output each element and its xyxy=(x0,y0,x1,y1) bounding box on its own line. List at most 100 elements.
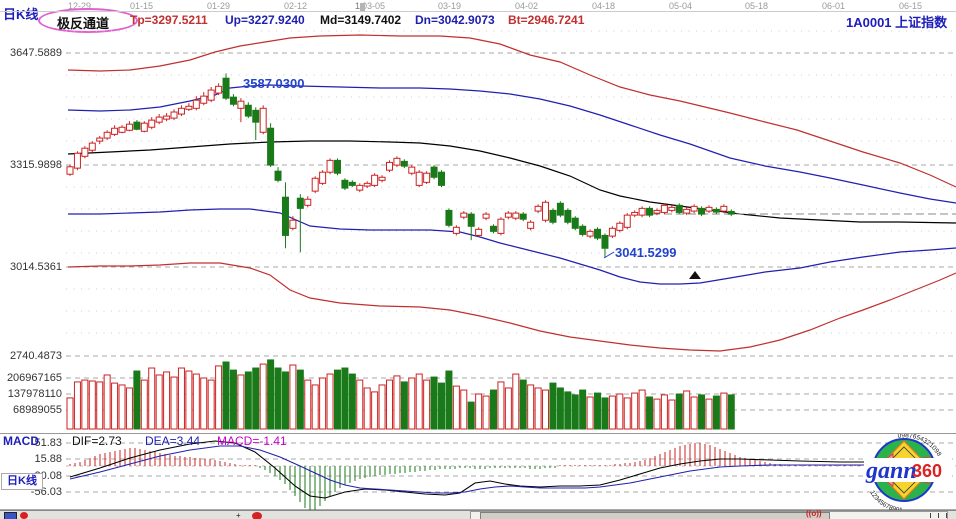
candle-body xyxy=(252,109,260,123)
low-price-annotation: 3041.5299 xyxy=(615,245,677,260)
candle-body xyxy=(244,104,252,117)
antenna-icon[interactable]: ((o)) xyxy=(806,509,822,518)
candle-body xyxy=(163,115,171,120)
candle-body xyxy=(281,196,289,236)
volume-bar xyxy=(497,381,505,430)
candle-body xyxy=(519,213,527,220)
dif-line xyxy=(69,440,945,499)
candle-body xyxy=(289,219,297,229)
volume-bar xyxy=(534,387,542,430)
candle-body xyxy=(356,184,364,191)
volume-bar xyxy=(571,394,579,430)
volume-bar xyxy=(319,377,327,430)
candle-body xyxy=(482,213,490,219)
date-label: 05-18 xyxy=(745,1,769,11)
bt-value: Bt=2946.7241 xyxy=(508,13,585,27)
volume-bar xyxy=(244,371,252,430)
chart-type-title: 日K线 xyxy=(3,7,39,22)
plus-mark-icon: + xyxy=(236,511,241,519)
date-label: 03-05 xyxy=(362,1,386,11)
axis-label: 15.88 xyxy=(34,453,62,465)
volume-bar xyxy=(289,364,297,430)
up-value: Up=3227.9240 xyxy=(225,13,305,27)
volume-bar xyxy=(683,390,691,430)
candle-body xyxy=(408,166,416,174)
candle-body xyxy=(185,105,193,110)
volume-bar xyxy=(423,379,431,430)
horizontal-scrollbar[interactable] xyxy=(470,511,948,519)
volume-bar xyxy=(549,382,557,430)
candle-body xyxy=(103,131,111,139)
volume-bar xyxy=(690,396,698,430)
axis-label: 3315.9898 xyxy=(10,159,62,171)
chart-mode-icon[interactable] xyxy=(4,512,17,519)
volume-bar xyxy=(556,387,564,430)
volume-bar xyxy=(460,389,468,430)
volume-bar xyxy=(341,367,349,430)
triangle-marker xyxy=(689,271,701,279)
cursor-block-icon xyxy=(360,2,366,11)
volume-bar xyxy=(326,373,334,430)
candle-body xyxy=(215,85,223,94)
volume-bar xyxy=(452,385,460,430)
volume-bar xyxy=(445,370,453,430)
record-icon[interactable] xyxy=(20,512,28,519)
candle-body xyxy=(675,204,683,213)
volume-bar xyxy=(646,396,654,430)
candle-body xyxy=(467,213,475,227)
tab-daily-kline[interactable]: 日K线 xyxy=(1,473,43,490)
candle-body xyxy=(155,116,163,123)
scrollbar-thumb[interactable] xyxy=(480,512,830,519)
volume-bar xyxy=(631,392,639,430)
dea-line xyxy=(69,445,945,494)
date-label: 04-18 xyxy=(592,1,616,11)
candle-body xyxy=(445,209,453,226)
volume-bar xyxy=(96,381,104,430)
candle-body xyxy=(125,123,133,131)
volume-bar xyxy=(519,379,527,430)
volume-bar xyxy=(504,387,512,430)
candle-body xyxy=(222,77,230,99)
candle-body xyxy=(705,206,713,212)
volume-bar xyxy=(660,394,668,430)
candle-body xyxy=(616,222,624,231)
candle-body xyxy=(140,122,148,132)
candle-body xyxy=(601,234,609,249)
volume-bar xyxy=(616,393,624,430)
text-cursor: 1 xyxy=(355,1,366,11)
date-label: 06-01 xyxy=(822,1,846,11)
candle-body xyxy=(341,179,349,189)
candle-body xyxy=(438,171,445,186)
channel-mid-line xyxy=(67,140,956,224)
candle-body xyxy=(638,207,646,216)
date-label: 04-02 xyxy=(515,1,539,11)
candle-body xyxy=(267,127,275,166)
volume-bar xyxy=(133,370,141,430)
symbol-name: 1A0001 上证指数 xyxy=(846,15,948,30)
dif-value: DIF=2.73 xyxy=(72,434,122,448)
candle-body xyxy=(229,96,237,105)
marker-icon[interactable] xyxy=(252,512,262,519)
macd-value: MACD=-1.41 xyxy=(217,434,287,448)
candle-body xyxy=(88,142,96,151)
candle-body xyxy=(631,211,639,216)
candle-body xyxy=(534,205,542,212)
volume-bar xyxy=(378,384,386,430)
volume-bar xyxy=(73,381,81,430)
volume-bar xyxy=(252,367,260,430)
channel-top-line xyxy=(67,34,956,188)
candle-body xyxy=(319,171,327,184)
volume-bar xyxy=(385,379,393,430)
axis-label: 137978110 xyxy=(7,388,62,400)
candle-body xyxy=(586,230,594,237)
candle-body xyxy=(148,119,156,128)
volume-bar xyxy=(475,393,483,430)
candle-body xyxy=(192,99,200,109)
candle-body xyxy=(452,226,460,234)
channel-lower-line xyxy=(68,208,956,285)
volume-bar xyxy=(512,373,520,430)
volume-bar xyxy=(490,389,498,430)
volume-bar xyxy=(356,379,364,430)
volume-bar xyxy=(712,395,720,430)
candle-body xyxy=(333,159,341,174)
